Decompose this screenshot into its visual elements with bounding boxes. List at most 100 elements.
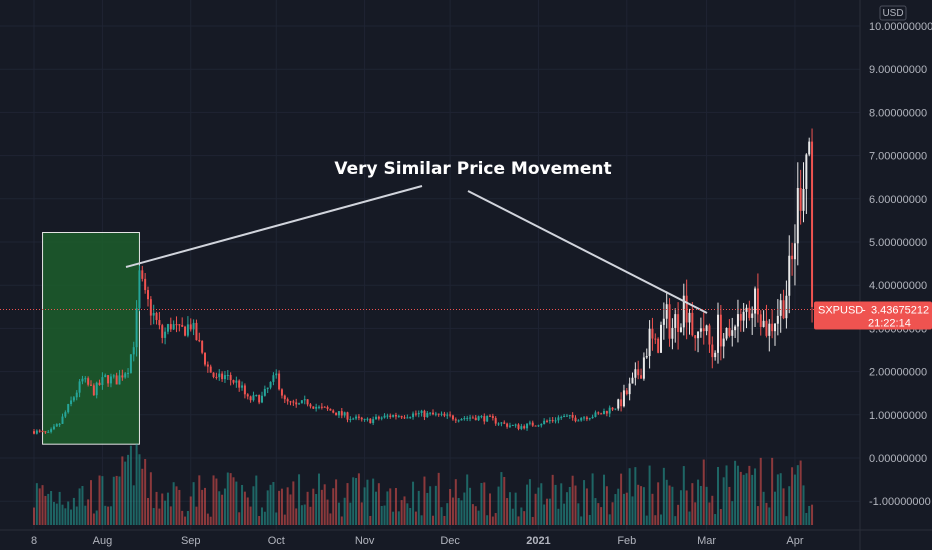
candle-body <box>474 417 477 421</box>
volume-bar <box>565 492 568 525</box>
candle-body <box>272 375 275 382</box>
volume-bar <box>383 505 386 525</box>
candle-body <box>811 141 814 307</box>
candle-body <box>375 416 377 420</box>
candle-body <box>685 295 688 323</box>
volume-bar <box>269 484 272 525</box>
volume-bar <box>466 474 469 525</box>
candle-body <box>223 375 226 380</box>
candle-body <box>90 384 92 386</box>
candle-body <box>520 426 523 429</box>
candle-body <box>531 422 534 426</box>
volume-bar <box>107 506 110 525</box>
time-axis[interactable]: 8 Aug Sep Oct Nov Dec 2021 Feb Mar Apr <box>0 529 932 547</box>
candle-body <box>70 400 73 405</box>
volume-bar <box>537 487 540 525</box>
candle-body <box>506 423 509 427</box>
candle-body <box>591 416 594 419</box>
volume-bar <box>178 489 181 525</box>
volume-bar <box>762 491 765 525</box>
candlestick-series <box>33 128 814 435</box>
candle-body <box>574 417 577 422</box>
candle-body <box>389 415 392 417</box>
candle-body <box>186 324 189 336</box>
volume-bar <box>471 504 474 525</box>
candle-body <box>451 415 454 420</box>
candle-body <box>355 416 358 419</box>
volume-bar <box>480 482 483 525</box>
candle-body <box>332 410 335 413</box>
volume-bar <box>223 488 226 525</box>
candle-body <box>249 396 252 401</box>
candle-body <box>241 385 244 388</box>
candle-body <box>104 375 107 378</box>
candle-body <box>147 290 149 300</box>
volume-bar <box>568 486 571 525</box>
candle-body <box>796 187 799 244</box>
candle-body <box>537 425 540 427</box>
volume-bar <box>186 510 189 525</box>
volume-bar <box>172 482 175 525</box>
candle-body <box>503 422 506 424</box>
volume-bar <box>81 485 84 525</box>
candle-body <box>61 416 64 424</box>
candle-body <box>554 420 557 422</box>
candle-body <box>620 399 623 407</box>
candle-body <box>677 314 680 332</box>
candle-body <box>261 395 263 403</box>
candle-body <box>109 376 112 384</box>
candle-body <box>477 416 480 421</box>
volume-bar <box>520 507 523 525</box>
price-tick-label: 2.00000000 <box>869 367 927 379</box>
candle-body <box>762 320 765 327</box>
candle-body <box>184 326 187 336</box>
volume-bar <box>295 508 298 525</box>
candle-body <box>660 324 662 353</box>
candle-body <box>35 430 38 434</box>
volume-bar <box>218 491 221 525</box>
volume-bar <box>497 486 500 525</box>
candle-body <box>246 394 249 397</box>
volume-bar <box>67 501 70 525</box>
volume-bar <box>432 515 434 525</box>
volume-bar <box>454 479 457 525</box>
candle-body <box>645 356 648 358</box>
candle-body <box>349 419 352 421</box>
candle-body <box>728 327 731 336</box>
candle-body <box>454 419 457 421</box>
candle-body <box>400 415 403 418</box>
candle-body <box>734 326 737 331</box>
time-tick-label: 8 <box>31 535 37 547</box>
candle-body <box>377 416 380 419</box>
volume-bar <box>109 506 112 525</box>
volume-bar <box>588 514 591 525</box>
candle-body <box>33 431 35 434</box>
volume-bar <box>779 473 782 525</box>
volume-bar <box>286 487 289 525</box>
candle-body <box>722 338 725 347</box>
volume-bar <box>215 478 218 525</box>
volume-bar <box>392 511 395 525</box>
candle-body <box>423 410 426 418</box>
volume-bar <box>235 481 238 525</box>
volume-bar <box>414 511 417 525</box>
volume-bar <box>417 490 420 525</box>
price-axis[interactable]: 10.00000000 9.00000000 8.00000000 7.0000000… <box>859 0 932 550</box>
volume-bar <box>774 491 776 525</box>
volume-bar <box>272 482 275 525</box>
volume-bar <box>101 476 104 525</box>
volume-bar <box>400 500 403 525</box>
candle-body <box>625 390 628 395</box>
volume-bar <box>451 497 454 525</box>
candle-body <box>588 418 591 420</box>
volume-bar <box>799 460 802 525</box>
candle-body <box>702 328 705 332</box>
candle-body <box>717 314 719 353</box>
candle-body <box>603 411 605 415</box>
volume-bar <box>756 506 759 525</box>
candle-body <box>708 325 711 345</box>
currency-badge[interactable]: USD <box>879 5 907 21</box>
candle-body <box>563 415 566 418</box>
volume-bar <box>500 472 503 525</box>
